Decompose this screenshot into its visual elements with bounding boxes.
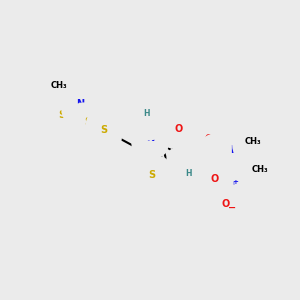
Text: −: −	[228, 203, 236, 213]
Text: +: +	[232, 179, 238, 185]
Text: O: O	[183, 125, 191, 135]
Text: N: N	[226, 182, 234, 192]
Text: S: S	[58, 110, 66, 120]
Text: NH: NH	[181, 161, 197, 171]
Text: S: S	[148, 170, 156, 180]
Text: S: S	[84, 117, 92, 127]
Text: N: N	[80, 111, 88, 121]
Text: O: O	[205, 134, 213, 144]
Text: S: S	[100, 125, 108, 135]
Text: CH₃: CH₃	[245, 136, 261, 146]
Text: O: O	[222, 199, 230, 209]
Text: N: N	[230, 145, 238, 155]
Text: N: N	[216, 148, 224, 158]
Text: CH₃: CH₃	[252, 166, 268, 175]
Text: O: O	[211, 174, 219, 184]
Text: O: O	[140, 116, 148, 126]
Text: N: N	[76, 99, 84, 109]
Text: O: O	[175, 124, 183, 134]
Text: CH₃: CH₃	[51, 80, 67, 89]
Text: H: H	[143, 110, 149, 118]
Text: H: H	[185, 169, 191, 178]
Text: N: N	[146, 133, 154, 143]
